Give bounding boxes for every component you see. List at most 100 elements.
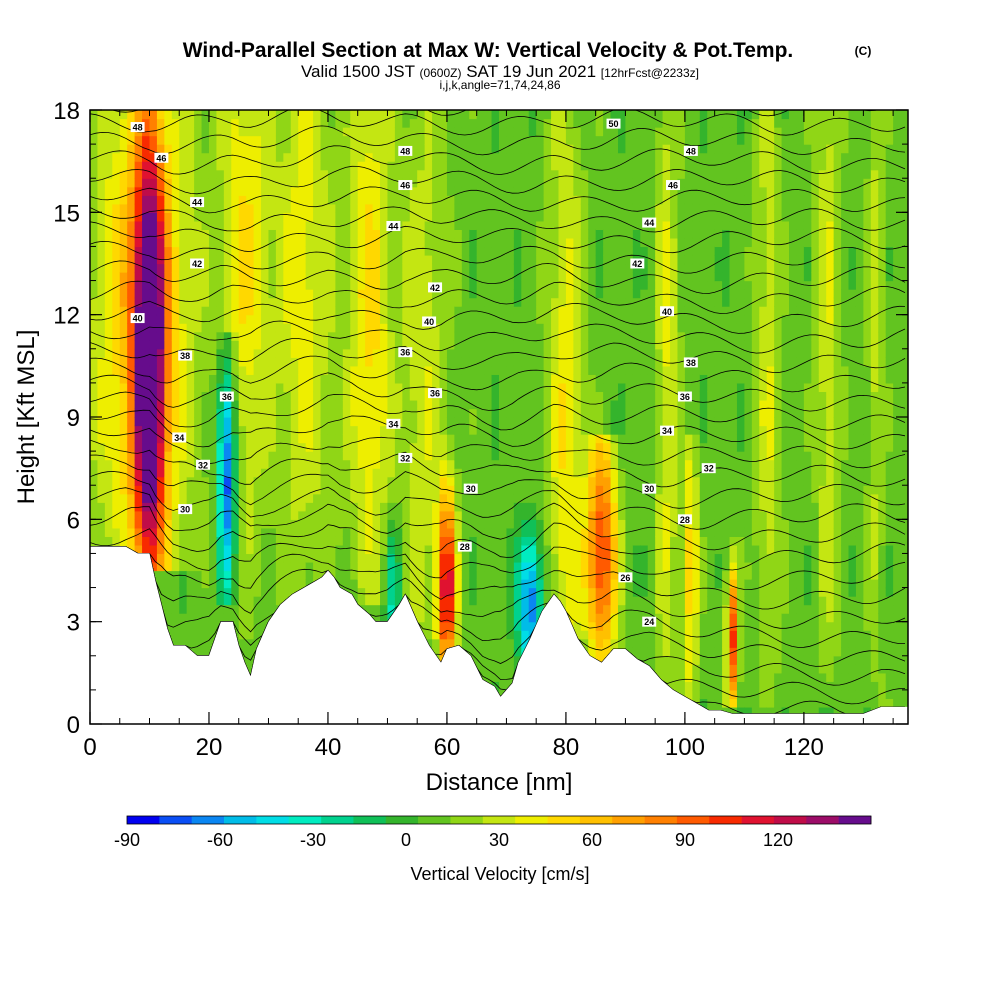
velocity-cell (208, 289, 218, 299)
velocity-cell (298, 493, 307, 503)
velocity-cell (551, 203, 560, 213)
velocity-cell (365, 382, 374, 393)
velocity-cell (253, 425, 262, 435)
velocity-cell (357, 510, 366, 520)
velocity-cell (283, 237, 292, 248)
velocity-cell (484, 493, 493, 503)
velocity-cell (156, 587, 165, 597)
velocity-cell (194, 169, 203, 179)
velocity-cell (156, 297, 165, 307)
velocity-cell (506, 237, 515, 248)
velocity-cell (565, 570, 574, 580)
velocity-cell (469, 561, 478, 572)
velocity-cell (476, 536, 485, 546)
velocity-cell (238, 587, 247, 597)
velocity-cell (149, 272, 158, 282)
velocity-cell (208, 434, 218, 444)
velocity-cell (290, 220, 299, 230)
velocity-cell (238, 536, 247, 546)
velocity-cell (335, 425, 344, 435)
velocity-cell (543, 579, 552, 589)
velocity-cell (350, 254, 359, 265)
velocity-cell (461, 399, 470, 410)
velocity-cell (469, 451, 478, 461)
velocity-cell (402, 485, 411, 495)
velocity-cell (409, 425, 418, 435)
velocity-cell (261, 434, 270, 444)
velocity-cell (208, 306, 218, 316)
velocity-cell (513, 118, 522, 128)
velocity-cell (380, 434, 389, 444)
velocity-cell (246, 289, 255, 299)
velocity-cell (402, 246, 411, 256)
velocity-cell (231, 579, 240, 589)
velocity-cell (506, 272, 515, 282)
velocity-cell (104, 229, 113, 239)
velocity-cell (484, 314, 493, 324)
velocity-cell (580, 408, 589, 418)
velocity-cell (156, 510, 165, 520)
velocity-cell (320, 391, 329, 401)
velocity-cell (327, 451, 336, 461)
velocity-cell (156, 459, 165, 469)
velocity-cell (528, 425, 537, 435)
velocity-cell (268, 169, 277, 179)
velocity-cell (208, 485, 218, 495)
velocity-cell (156, 561, 165, 572)
velocity-cell (536, 391, 545, 401)
velocity-cell (506, 348, 515, 358)
velocity-cell (365, 144, 374, 154)
velocity-cell (261, 254, 270, 265)
velocity-cell (350, 476, 359, 486)
velocity-cell (394, 306, 403, 316)
velocity-cell (454, 306, 463, 316)
velocity-cell (179, 442, 188, 452)
velocity-cell (469, 246, 478, 256)
velocity-cell (365, 510, 374, 520)
velocity-cell (446, 399, 455, 410)
velocity-cell (499, 510, 508, 520)
velocity-cell (513, 246, 522, 256)
velocity-cell (551, 510, 560, 520)
velocity-cell (506, 254, 515, 265)
velocity-cell (439, 638, 448, 648)
velocity-cell (171, 527, 180, 537)
velocity-cell (402, 408, 411, 418)
velocity-cell (335, 544, 344, 555)
velocity-cell (313, 289, 322, 299)
velocity-cell (90, 220, 99, 230)
velocity-cell (380, 442, 389, 452)
velocity-cell (164, 263, 173, 273)
velocity-cell (127, 399, 136, 410)
velocity-cell (305, 374, 314, 384)
velocity-cell (320, 544, 329, 555)
velocity-cell (298, 570, 307, 580)
velocity-cell (521, 604, 530, 614)
velocity-cell (275, 340, 284, 350)
velocity-cell (104, 382, 113, 393)
velocity-cell (104, 186, 113, 196)
velocity-cell (179, 476, 188, 486)
velocity-cell (283, 306, 292, 316)
velocity-cell (580, 391, 589, 401)
velocity-cell (112, 365, 121, 375)
velocity-cell (565, 340, 574, 350)
velocity-cell (432, 630, 441, 640)
velocity-cell (112, 331, 121, 341)
velocity-cell (424, 254, 433, 265)
velocity-cell (365, 425, 374, 435)
velocity-cell (513, 178, 522, 188)
velocity-cell (595, 434, 604, 444)
velocity-cell (201, 519, 210, 529)
velocity-cell (305, 357, 314, 367)
velocity-cell (320, 459, 329, 469)
velocity-cell (186, 544, 195, 555)
velocity-cell (365, 220, 374, 230)
velocity-cell (194, 272, 203, 282)
velocity-cell (194, 178, 203, 188)
velocity-cell (246, 348, 255, 358)
velocity-cell (387, 519, 396, 529)
velocity-cell (171, 596, 180, 606)
velocity-cell (461, 169, 470, 179)
velocity-cell (446, 237, 455, 248)
